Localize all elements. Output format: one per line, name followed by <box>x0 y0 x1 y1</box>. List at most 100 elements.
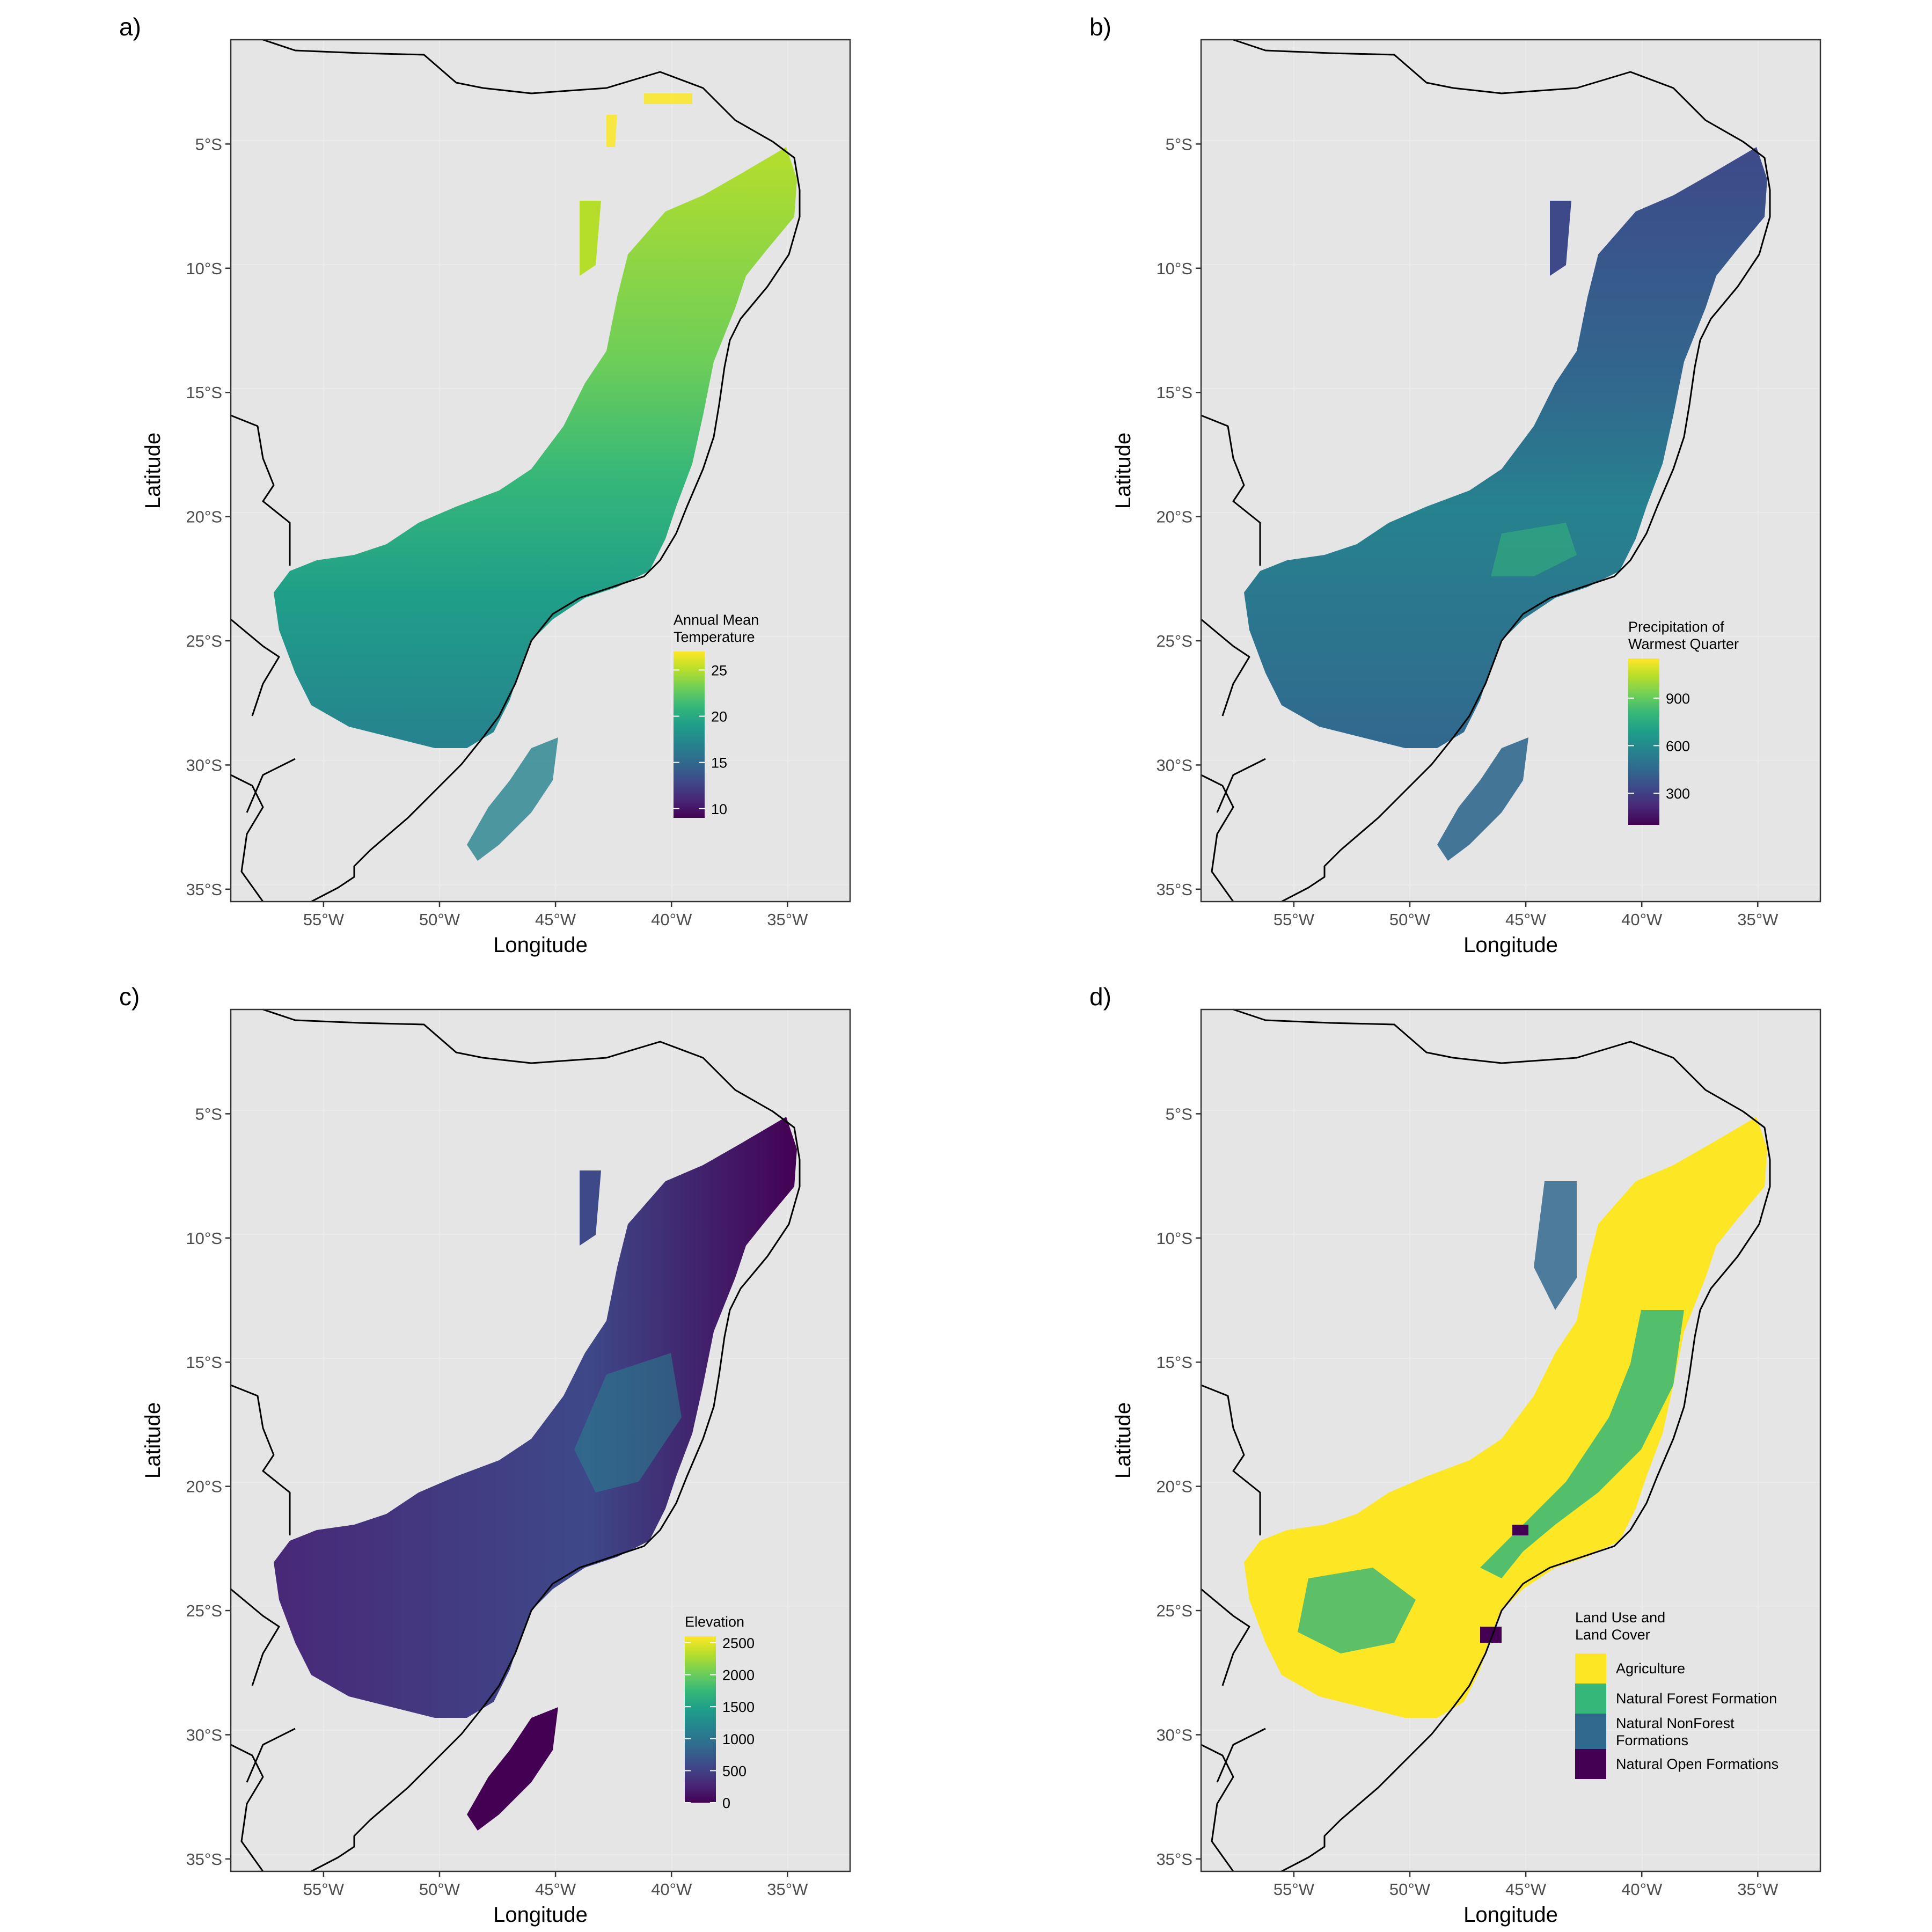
legend-key-swatch <box>1575 1714 1606 1749</box>
x-tick-label: 45°W <box>535 910 576 929</box>
y-tick-label: 30°S <box>1156 1725 1192 1744</box>
coastline <box>230 1008 801 1872</box>
map-area: Precipitation of Warmest Quarter 300 600 9… <box>1200 39 1821 903</box>
plot-frame <box>1200 39 1821 903</box>
x-tick-label: 40°W <box>1621 1880 1663 1899</box>
legend-tick-label: 900 <box>1666 691 1690 707</box>
legend-tick-label: 1000 <box>722 1731 755 1747</box>
legend-colorbar <box>674 652 705 818</box>
y-tick-label: 10°S <box>186 1229 222 1248</box>
y-tick-label: 30°S <box>1156 756 1192 774</box>
y-tick-label: 25°S <box>1156 1601 1192 1620</box>
y-axis-tick-labels: 5°S 10°S 15°S 20°S 25°S 30°S 35°S <box>186 135 231 899</box>
y-tick-label: 5°S <box>195 135 222 153</box>
panel-letter: a) <box>119 13 141 41</box>
legend-tick-label: 0 <box>722 1795 730 1811</box>
legend-key-swatch <box>1575 1653 1606 1684</box>
y-tick-label: 20°S <box>1156 1477 1192 1496</box>
y-tick-label: 5°S <box>1166 1104 1192 1123</box>
legend-colorbar <box>685 1636 716 1803</box>
y-tick-label: 20°S <box>1156 508 1192 526</box>
legend-tick-label: 25 <box>711 662 727 678</box>
y-tick-label: 15°S <box>186 383 222 402</box>
y-tick-label: 35°S <box>1156 1850 1192 1869</box>
legend-tick-label: 300 <box>1666 786 1690 802</box>
x-axis-title: Longitude <box>493 933 588 957</box>
x-axis-tick-labels: 55°W 50°W 45°W 40°W 35°W <box>303 902 808 929</box>
coastline <box>1201 1008 1771 1872</box>
y-tick-label: 15°S <box>1156 383 1192 402</box>
x-tick-label: 50°W <box>419 1880 460 1899</box>
plot-frame <box>230 1008 851 1872</box>
legend-tick-label: 2000 <box>722 1667 755 1684</box>
panel-letter: c) <box>119 983 140 1011</box>
legend-tick-label: 1500 <box>722 1699 755 1715</box>
raster-region <box>274 1117 797 1831</box>
legend-title-line-2: Temperature <box>674 629 755 645</box>
x-tick-label: 35°W <box>1737 910 1779 929</box>
legend-tick-label: 600 <box>1666 738 1690 754</box>
legend-tick-label: 10 <box>711 801 727 817</box>
legend-key-swatch <box>1575 1749 1606 1779</box>
y-tick-label: 10°S <box>1156 259 1192 278</box>
x-tick-label: 35°W <box>767 1880 808 1899</box>
legend-title-line-2: Land Cover <box>1575 1627 1650 1643</box>
x-tick-label: 45°W <box>1505 1880 1547 1899</box>
x-tick-label: 45°W <box>535 1880 576 1899</box>
legend-key-swatch <box>1575 1684 1606 1714</box>
legend-tick-label: 2500 <box>722 1635 755 1651</box>
legend-title-line-1: Precipitation of <box>1628 619 1724 635</box>
x-tick-label: 55°W <box>1274 910 1315 929</box>
y-tick-label: 15°S <box>1156 1353 1192 1372</box>
y-axis-tick-labels: 5°S 10°S 15°S 20°S 25°S 30°S 35°S <box>186 1104 231 1869</box>
x-tick-label: 55°W <box>303 910 345 929</box>
x-tick-label: 35°W <box>1737 1880 1779 1899</box>
plot-frame <box>1200 1008 1821 1872</box>
x-axis-title: Longitude <box>493 1903 588 1927</box>
coastline <box>230 39 801 903</box>
y-tick-label: 5°S <box>1166 135 1192 153</box>
legend-colorbar <box>1628 658 1659 825</box>
x-axis-tick-labels: 55°W 50°W 45°W 40°W 35°W <box>303 1871 808 1899</box>
x-tick-label: 55°W <box>303 1880 345 1899</box>
y-tick-label: 20°S <box>186 1477 222 1496</box>
legend-key-label: Agriculture <box>1616 1660 1685 1677</box>
legend-title-line-1: Elevation <box>685 1614 744 1630</box>
gridlines <box>1201 1009 1820 1871</box>
legend-title-line-1: Land Use and <box>1575 1609 1665 1626</box>
panel-a: a) <box>119 13 851 957</box>
x-tick-label: 35°W <box>767 910 808 929</box>
raster-region <box>1244 147 1767 861</box>
y-tick-label: 35°S <box>1156 880 1192 899</box>
y-tick-label: 10°S <box>186 259 222 278</box>
x-tick-label: 45°W <box>1505 910 1547 929</box>
map-area: Elevation 0 500 1000 1500 2000 2500 <box>230 1008 851 1872</box>
y-tick-label: 25°S <box>186 632 222 650</box>
y-tick-label: 30°S <box>186 1725 222 1744</box>
legend-tick-label: 500 <box>722 1763 747 1779</box>
panel-letter: b) <box>1089 13 1111 41</box>
legend-key-label: Natural NonForest <box>1616 1715 1735 1731</box>
legend-title-line-2: Warmest Quarter <box>1628 636 1739 652</box>
x-tick-label: 50°W <box>1389 910 1431 929</box>
legend-tick-label: 20 <box>711 709 727 725</box>
x-axis-tick-labels: 55°W 50°W 45°W 40°W 35°W <box>1274 1871 1779 1899</box>
x-tick-label: 40°W <box>651 1880 692 1899</box>
raster-region <box>274 93 797 861</box>
coastline <box>1201 39 1771 903</box>
map-area: Annual Mean Temperature 10 15 20 25 <box>230 39 851 903</box>
legend-title-line-1: Annual Mean <box>674 612 759 628</box>
legend: Elevation 0 500 1000 1500 2000 2500 <box>685 1614 755 1811</box>
legend: Precipitation of Warmest Quarter 300 600 9… <box>1628 619 1739 825</box>
y-tick-label: 35°S <box>186 1850 222 1869</box>
legend: Land Use and Land Cover Agriculture Natur… <box>1575 1609 1779 1779</box>
panel-letter: d) <box>1089 983 1111 1011</box>
x-axis-tick-labels: 55°W 50°W 45°W 40°W 35°W <box>1274 902 1779 929</box>
y-axis-title: Latitude <box>141 1402 165 1479</box>
y-axis-tick-labels: 5°S 10°S 15°S 20°S 25°S 30°S 35°S <box>1156 135 1201 899</box>
panel-c: c) <box>119 983 851 1927</box>
y-tick-label: 5°S <box>195 1104 222 1123</box>
y-tick-label: 25°S <box>1156 632 1192 650</box>
y-tick-label: 35°S <box>186 880 222 899</box>
